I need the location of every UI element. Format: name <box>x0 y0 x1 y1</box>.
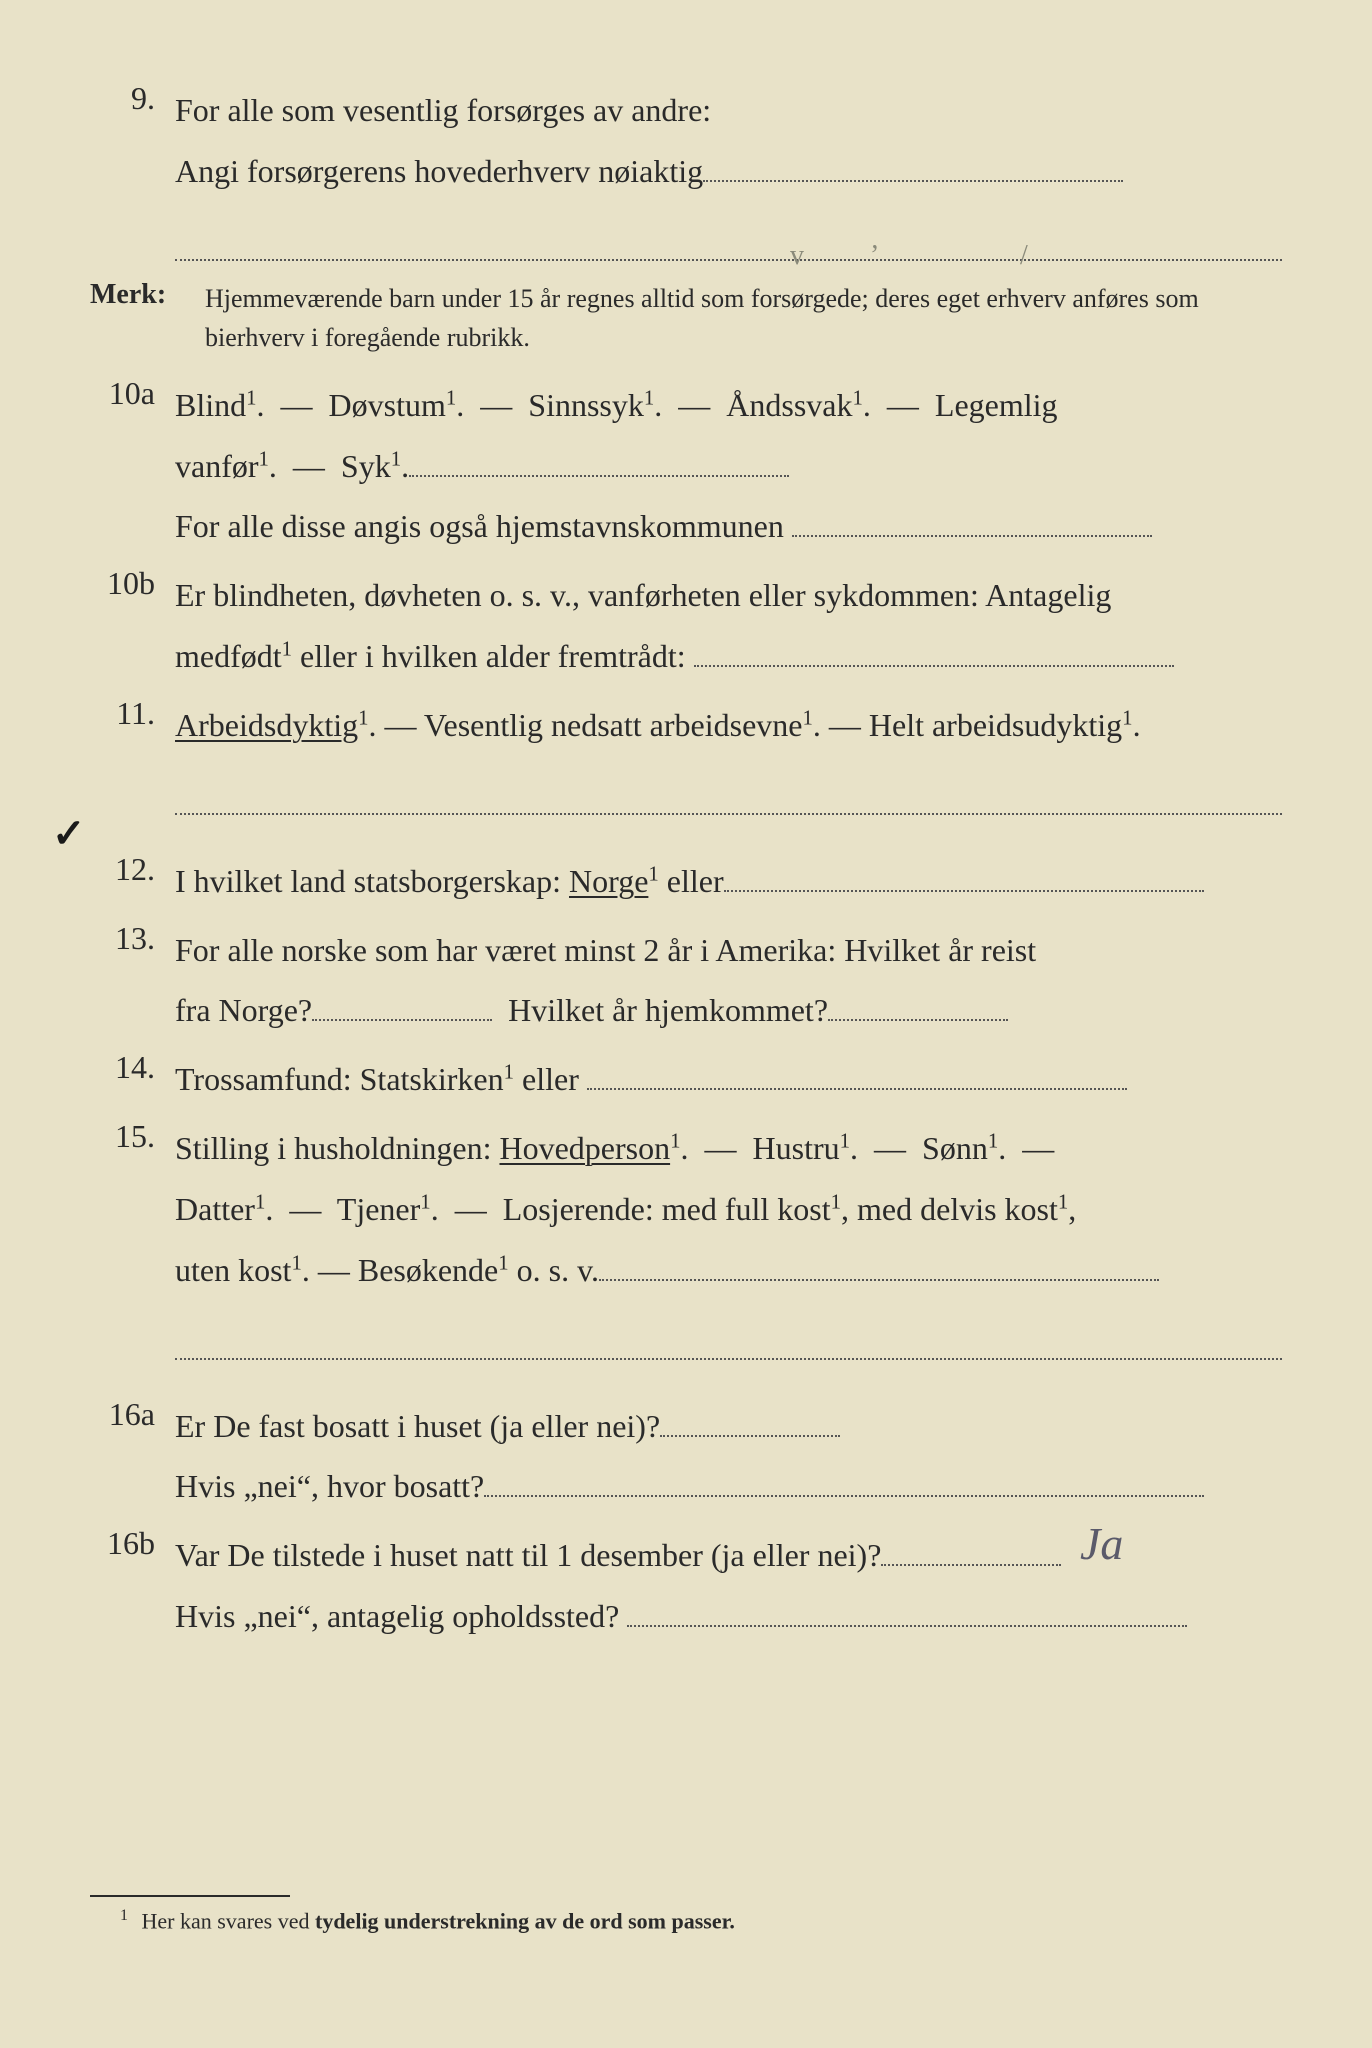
q16b-blank2 <box>627 1590 1187 1627</box>
footnote-num: 1 <box>120 1907 128 1924</box>
q13-hjem: Hvilket år hjemkommet? <box>508 992 828 1028</box>
q11-helt: Helt arbeidsudyktig <box>869 707 1122 743</box>
q10a-blind: Blind <box>175 387 246 423</box>
q9-line1: For alle som vesentlig forsørges av andr… <box>175 92 711 128</box>
q16b-line1: Var De tilstede i huset natt til 1 desem… <box>175 1537 881 1573</box>
q16b-number: 16b <box>90 1525 175 1562</box>
q10b-number: 10b <box>90 565 175 602</box>
q12-number: 12. <box>90 851 175 888</box>
faint-mark-2: ʼ <box>870 240 879 272</box>
q16a-body: Er De fast bosatt i huset (ja eller nei)… <box>175 1396 1282 1518</box>
q15-datter: Datter <box>175 1191 255 1227</box>
q14-blank <box>587 1053 1127 1090</box>
footnote: 1 Her kan svares ved tydelig understrekn… <box>90 1907 1282 1934</box>
question-10a: 10a Blind1. — Døvstum1. — Sinnssyk1. — Å… <box>90 375 1282 557</box>
q14-text: Trossamfund: Statskirken <box>175 1061 504 1097</box>
question-10b: 10b Er blindheten, døvheten o. s. v., va… <box>90 565 1282 687</box>
q11-nedsatt: Vesentlig nedsatt arbeidsevne <box>424 707 803 743</box>
q10a-body: Blind1. — Døvstum1. — Sinnssyk1. — Åndss… <box>175 375 1282 557</box>
question-9: 9. For alle som vesentlig forsørges av a… <box>90 80 1282 261</box>
q15-besok: Besøkende <box>358 1252 498 1288</box>
q12-norge: Norge <box>569 863 648 899</box>
q16a-line1: Er De fast bosatt i huset (ja eller nei)… <box>175 1408 660 1444</box>
q10a-vanfor: vanfør <box>175 448 259 484</box>
q15-blank2 <box>175 1306 1282 1359</box>
q12-blank <box>724 855 1204 892</box>
q9-blank2 <box>175 208 1282 261</box>
footnote-text-b: tydelig understrekning av de ord som pas… <box>315 1908 735 1933</box>
q14-number: 14. <box>90 1049 175 1086</box>
q13-body: For alle norske som har været minst 2 år… <box>175 920 1282 1042</box>
footnote-rule <box>90 1895 290 1897</box>
q13-fra: fra Norge? <box>175 992 312 1028</box>
q10a-and: Åndssvak <box>726 387 852 423</box>
q10a-sinn: Sinnssyk <box>528 387 644 423</box>
q11-body: Arbeidsdyktig1. — Vesentlig nedsatt arbe… <box>175 695 1282 815</box>
q15-sonn: Sønn <box>922 1130 988 1166</box>
q12-eller: eller <box>659 863 724 899</box>
q15-lead: Stilling i husholdningen: <box>175 1130 499 1166</box>
q15-hoved: Hovedperson <box>499 1130 670 1166</box>
q10a-lege: Legemlig <box>935 387 1058 423</box>
q9-body: For alle som vesentlig forsørges av andr… <box>175 80 1282 261</box>
q15-uten: uten kost <box>175 1252 291 1288</box>
q10b-blank <box>694 630 1174 667</box>
q15-losj: Losjerende: med full kost <box>503 1191 831 1227</box>
question-15: 15. Stilling i husholdningen: Hovedperso… <box>90 1118 1282 1360</box>
q16a-blank2 <box>484 1460 1204 1497</box>
q15-hustru: Hustru <box>753 1130 840 1166</box>
q15-blank1 <box>599 1243 1159 1280</box>
q16a-blank1 <box>660 1399 840 1436</box>
q10b-medfodt: medfødt <box>175 638 282 674</box>
q10b-body: Er blindheten, døvheten o. s. v., vanfør… <box>175 565 1282 687</box>
q16a-line2: Hvis „nei“, hvor bosatt? <box>175 1468 484 1504</box>
q15-body: Stilling i husholdningen: Hovedperson1. … <box>175 1118 1282 1360</box>
q10a-line3: For alle disse angis også hjemstavnskomm… <box>175 508 784 544</box>
q16b-line2: Hvis „nei“, antagelig opholdssted? <box>175 1598 619 1634</box>
q9-blank1 <box>703 145 1123 182</box>
document-page: 9. For alle som vesentlig forsørges av a… <box>0 0 1372 2048</box>
merk-body: Hjemmeværende barn under 15 år regnes al… <box>205 279 1282 357</box>
faint-mark-1: v <box>790 240 804 272</box>
note-merk: Merk: Hjemmeværende barn under 15 år reg… <box>90 279 1282 357</box>
q12-body: I hvilket land statsborgerskap: Norge1 e… <box>175 851 1282 912</box>
q13-line1: For alle norske som har været minst 2 år… <box>175 932 1036 968</box>
footnote-text-a: Her kan svares ved <box>142 1908 316 1933</box>
q10a-syk: Syk <box>341 448 391 484</box>
question-16a: 16a Er De fast bosatt i huset (ja eller … <box>90 1396 1282 1518</box>
q10a-number: 10a <box>90 375 175 412</box>
merk-label-text: Merk: <box>90 279 166 310</box>
q11-arbeids: Arbeidsdyktig <box>175 707 358 743</box>
q9-line2: Angi forsørgerens hovederhverv nøiaktig <box>175 153 703 189</box>
q15-number: 15. <box>90 1118 175 1155</box>
q10a-dov: Døvstum <box>329 387 446 423</box>
merk-label: Merk: <box>90 279 205 311</box>
q9-number: 9. <box>90 80 175 117</box>
question-14: 14. Trossamfund: Statskirken1 eller <box>90 1049 1282 1110</box>
q14-body: Trossamfund: Statskirken1 eller <box>175 1049 1282 1110</box>
q13-number: 13. <box>90 920 175 957</box>
question-11: 11. Arbeidsdyktig1. — Vesentlig nedsatt … <box>90 695 1282 815</box>
q14-eller: eller <box>514 1061 579 1097</box>
q10a-blank1 <box>409 439 789 476</box>
q12-checkmark: ✓ <box>52 810 86 857</box>
q10b-line1: Er blindheten, døvheten o. s. v., vanfør… <box>175 577 1111 613</box>
question-13: 13. For alle norske som har været minst … <box>90 920 1282 1042</box>
q11-blank <box>175 762 1282 815</box>
q15-tjener: Tjener <box>337 1191 421 1227</box>
question-12: 12. I hvilket land statsborgerskap: Norg… <box>90 851 1282 912</box>
q10a-blank2 <box>792 500 1152 537</box>
handwritten-ja: Ja <box>1080 1517 1123 1570</box>
q15-osv: o. s. v. <box>509 1252 599 1288</box>
q13-blank2 <box>828 984 1008 1021</box>
q11-number: 11. <box>90 695 175 732</box>
q15-delvis: , med delvis kost <box>841 1191 1058 1227</box>
q16a-number: 16a <box>90 1396 175 1433</box>
q12-text: I hvilket land statsborgerskap: <box>175 863 569 899</box>
faint-mark-3: / <box>1020 240 1028 272</box>
q10b-rest: eller i hvilken alder fremtrådt: <box>292 638 686 674</box>
q13-blank1 <box>312 984 492 1021</box>
q16b-blank1 <box>881 1529 1061 1566</box>
